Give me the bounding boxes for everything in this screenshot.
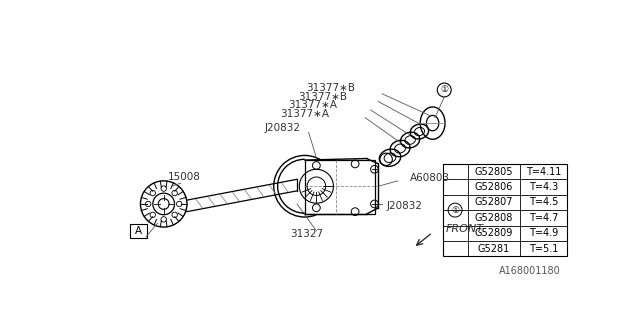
Text: T=4.3: T=4.3 <box>529 182 558 192</box>
Text: ①: ① <box>440 85 448 94</box>
Text: 15008: 15008 <box>168 172 201 182</box>
Text: T=4.5: T=4.5 <box>529 197 558 207</box>
Text: A: A <box>134 226 141 236</box>
Text: G52805: G52805 <box>475 167 513 177</box>
Text: 31327: 31327 <box>291 229 324 239</box>
Bar <box>305 160 374 214</box>
Text: A60803: A60803 <box>410 173 450 183</box>
Bar <box>443 164 566 256</box>
Text: 31377∗B: 31377∗B <box>306 84 355 93</box>
Text: G52809: G52809 <box>475 228 513 238</box>
Text: T=4.9: T=4.9 <box>529 228 558 238</box>
Text: G52807: G52807 <box>475 197 513 207</box>
Text: T=4.11: T=4.11 <box>526 167 561 177</box>
Text: ①: ① <box>451 206 459 215</box>
Text: J20832: J20832 <box>265 124 301 133</box>
Text: 31377∗A: 31377∗A <box>288 100 337 110</box>
Text: T=5.1: T=5.1 <box>529 244 558 254</box>
Text: 31377∗B: 31377∗B <box>298 92 348 102</box>
Text: G5281: G5281 <box>477 244 510 254</box>
Text: G52808: G52808 <box>475 213 513 223</box>
Text: FRONT: FRONT <box>446 224 484 234</box>
Text: G52806: G52806 <box>475 182 513 192</box>
Text: J20832: J20832 <box>386 201 422 211</box>
Text: 31377∗A: 31377∗A <box>280 109 330 119</box>
Text: T=4.7: T=4.7 <box>529 213 558 223</box>
Text: A168001180: A168001180 <box>499 266 561 276</box>
Bar <box>129 224 147 238</box>
